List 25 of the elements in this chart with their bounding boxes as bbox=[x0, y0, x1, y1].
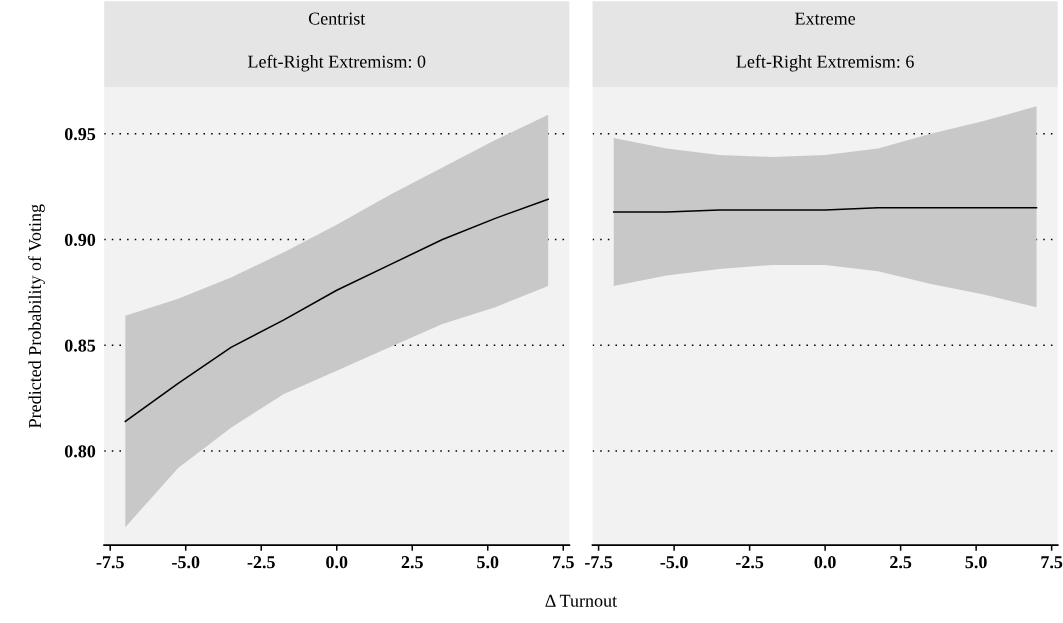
x-tick-label: -7.5 bbox=[96, 556, 124, 569]
x-tick-label: -7.5 bbox=[584, 556, 613, 569]
chart-title: Centrist bbox=[308, 12, 366, 25]
chart-subtitle: Left-Right Extremism: 0 bbox=[248, 54, 426, 72]
x-tick-label: 2.5 bbox=[890, 556, 912, 569]
x-tick-label: 7.5 bbox=[1041, 556, 1063, 569]
y-axis-title: Predicted Probability of Voting bbox=[28, 204, 45, 428]
x-tick-label: 0.0 bbox=[814, 556, 836, 569]
chart-title: Extreme bbox=[795, 12, 856, 25]
x-tick-label: 5.0 bbox=[477, 556, 499, 569]
x-axis-title: Δ Turnout bbox=[545, 594, 617, 607]
x-tick-label: -5.0 bbox=[172, 556, 200, 569]
x-tick-label: 2.5 bbox=[401, 556, 423, 569]
x-tick-label: -5.0 bbox=[660, 556, 688, 569]
y-tick-label: 0.80 bbox=[64, 445, 96, 458]
y-tick-label: 0.90 bbox=[64, 233, 96, 247]
line-series bbox=[124, 198, 549, 423]
x-tick-label: 0.0 bbox=[326, 556, 348, 569]
y-tick-label: 0.95 bbox=[64, 128, 96, 141]
x-tick-label: -2.5 bbox=[735, 556, 764, 569]
x-tick-label: 7.5 bbox=[553, 556, 574, 569]
chart-subtitle: Left-Right Extremism: 6 bbox=[736, 54, 914, 72]
y-tick-label: 0.85 bbox=[64, 339, 96, 352]
x-tick-label: 5.0 bbox=[965, 556, 987, 569]
x-tick-label: -2.5 bbox=[247, 556, 275, 569]
